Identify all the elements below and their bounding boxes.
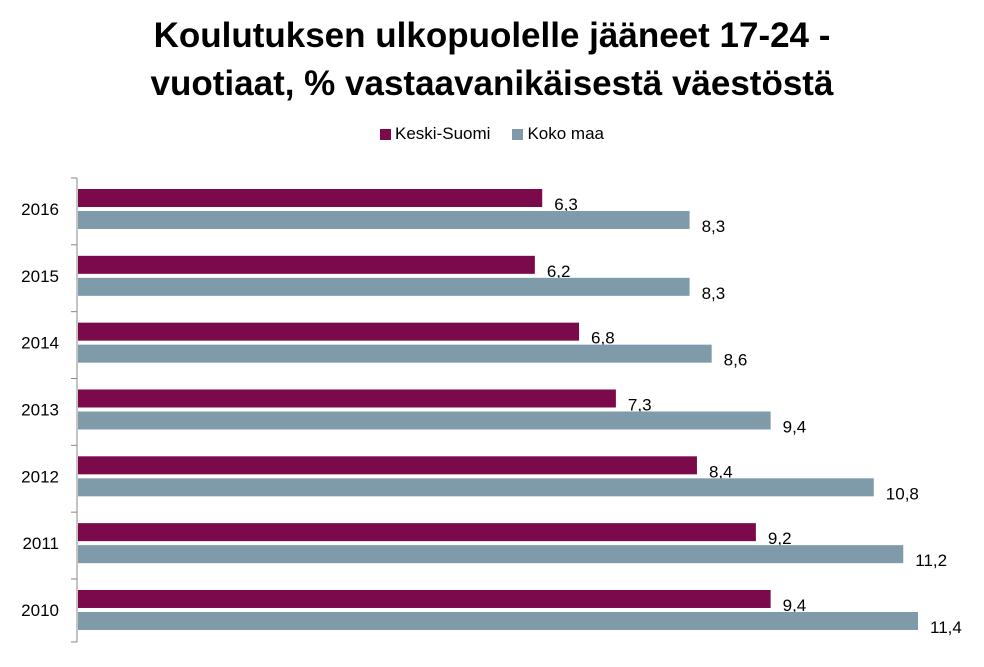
- data-label-keski-suomi-2013: 7,3: [628, 395, 652, 414]
- legend-label-keski-suomi: Keski-Suomi: [395, 124, 491, 143]
- data-label-koko-maa-2010: 11,4: [930, 618, 962, 637]
- bar-keski-suomi-2010: [78, 589, 771, 608]
- data-label-koko-maa-2016: 8,3: [702, 217, 726, 236]
- bar-keski-suomi-2014: [78, 322, 580, 341]
- data-label-keski-suomi-2015: 6,2: [547, 262, 571, 281]
- data-label-keski-suomi-2012: 8,4: [709, 462, 733, 481]
- bar-koko-maa-2012: [78, 478, 874, 497]
- legend-item-koko-maa: Koko maa: [512, 124, 604, 144]
- bar-koko-maa-2015: [78, 277, 690, 296]
- data-label-koko-maa-2011: 11,2: [915, 551, 947, 570]
- chart-title-line-1: Koulutuksen ulkopuolelle jääneet 17-24 -: [153, 16, 831, 55]
- data-label-koko-maa-2013: 9,4: [783, 417, 807, 436]
- category-label-2011: 2011: [22, 534, 59, 553]
- data-label-koko-maa-2012: 10,8: [886, 484, 919, 503]
- data-label-koko-maa-2015: 8,3: [702, 284, 726, 303]
- chart-legend: Keski-Suomi Koko maa: [0, 124, 984, 144]
- category-label-2016: 2016: [21, 200, 59, 219]
- legend-label-koko-maa: Koko maa: [527, 124, 604, 143]
- legend-swatch-keski-suomi: [380, 128, 392, 140]
- data-label-keski-suomi-2014: 6,8: [591, 329, 615, 348]
- data-label-keski-suomi-2016: 6,3: [554, 195, 578, 214]
- bar-koko-maa-2010: [78, 611, 918, 630]
- category-label-2010: 2010: [21, 601, 59, 620]
- category-label-2014: 2014: [21, 334, 59, 353]
- chart-title-line-2: vuotiaat, % vastaavanikäisestä väestöstä: [150, 64, 834, 103]
- chart-title: Koulutuksen ulkopuolelle jääneet 17-24 -…: [0, 12, 984, 108]
- bar-keski-suomi-2016: [78, 189, 543, 207]
- bar-koko-maa-2016: [78, 211, 690, 229]
- bar-keski-suomi-2013: [78, 389, 616, 408]
- data-label-keski-suomi-2010: 9,4: [783, 596, 807, 615]
- bar-koko-maa-2014: [78, 344, 712, 363]
- category-label-2015: 2015: [21, 267, 59, 286]
- category-label-2012: 2012: [21, 467, 59, 486]
- category-label-2013: 2013: [21, 400, 59, 419]
- data-label-koko-maa-2014: 8,6: [724, 351, 748, 370]
- data-label-keski-suomi-2011: 9,2: [768, 529, 792, 548]
- bar-keski-suomi-2015: [78, 255, 535, 274]
- bar-keski-suomi-2011: [78, 523, 756, 542]
- bar-keski-suomi-2012: [78, 456, 697, 475]
- legend-swatch-koko-maa: [512, 128, 524, 140]
- legend-item-keski-suomi: Keski-Suomi: [380, 124, 490, 144]
- bar-koko-maa-2013: [78, 411, 771, 430]
- bar-koko-maa-2011: [78, 545, 904, 564]
